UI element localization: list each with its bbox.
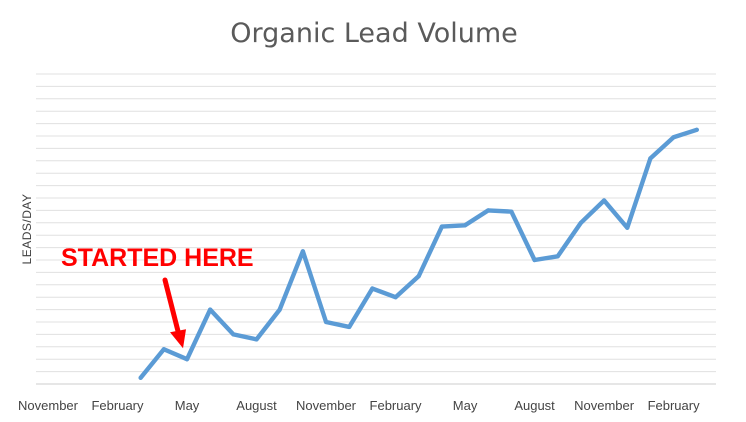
grid-lines bbox=[36, 73, 716, 373]
data-point bbox=[578, 220, 584, 225]
data-point bbox=[184, 357, 190, 362]
x-tick-label: November bbox=[574, 398, 635, 413]
data-point bbox=[231, 332, 236, 337]
annotation-arrow-shaft bbox=[162, 277, 181, 334]
data-point bbox=[462, 223, 468, 228]
data-point bbox=[601, 198, 607, 203]
x-tick-labels: November February May August November Februar… bbox=[18, 398, 700, 413]
data-point bbox=[254, 337, 259, 342]
data-point bbox=[532, 257, 537, 263]
y-axis-label: LEADS/DAY bbox=[20, 194, 34, 265]
x-tick-label: August bbox=[236, 398, 277, 413]
data-point bbox=[161, 347, 166, 352]
chart-title: Organic Lead Volume bbox=[230, 18, 517, 49]
data-point bbox=[370, 286, 375, 291]
x-tick-label: February bbox=[648, 398, 701, 413]
x-tick-label: November bbox=[296, 398, 357, 413]
data-point bbox=[138, 375, 143, 380]
x-tick-label: August bbox=[514, 398, 555, 413]
x-tick-label: November bbox=[18, 398, 79, 413]
annotation-text: STARTED HERE bbox=[61, 244, 254, 272]
data-point bbox=[625, 225, 630, 230]
data-point bbox=[486, 208, 491, 213]
data-point bbox=[555, 254, 560, 259]
data-point bbox=[393, 295, 398, 300]
annotation-layer: STARTED HERE bbox=[61, 244, 254, 349]
data-point bbox=[347, 324, 352, 330]
data-point bbox=[509, 209, 514, 214]
data-point bbox=[208, 307, 213, 312]
data-point bbox=[323, 319, 329, 325]
data-point bbox=[416, 274, 421, 279]
data-point bbox=[694, 127, 699, 132]
x-tick-label: May bbox=[175, 398, 200, 413]
x-tick-label: February bbox=[91, 398, 144, 413]
series-layer bbox=[138, 127, 699, 380]
data-point bbox=[648, 156, 653, 161]
data-point bbox=[277, 307, 282, 312]
annotation-arrow-head bbox=[170, 329, 187, 349]
x-tick-label: February bbox=[370, 398, 423, 413]
x-tick-label: May bbox=[453, 398, 478, 413]
data-point bbox=[439, 224, 444, 229]
data-point bbox=[671, 135, 676, 140]
data-point bbox=[300, 249, 305, 254]
